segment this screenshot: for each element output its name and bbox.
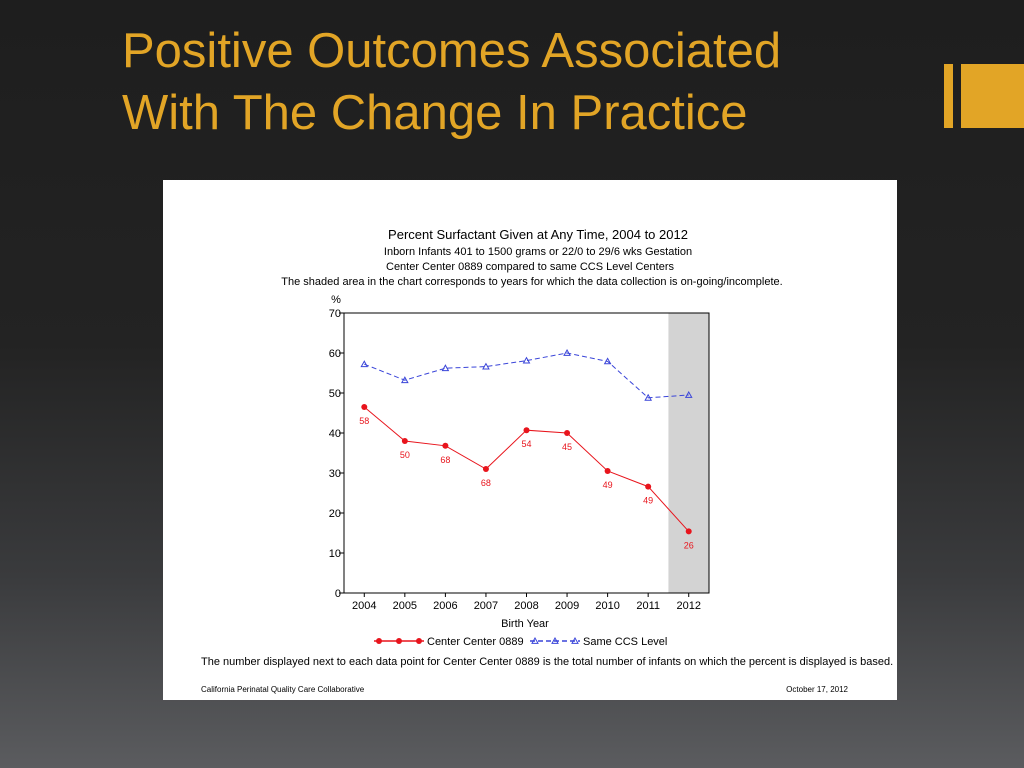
data-point-ccs: [441, 364, 450, 372]
shaded-incomplete-region: [668, 313, 709, 593]
data-point-ccs: [400, 376, 409, 384]
data-point-center: [401, 438, 408, 444]
data-point-center: [564, 430, 571, 436]
line-chart: Percent Surfactant Given at Any Time, 20…: [201, 227, 893, 694]
data-label: 26: [684, 540, 694, 550]
data-label: 58: [359, 416, 369, 426]
x-tick-label: 2004: [352, 600, 376, 612]
y-tick-label: 30: [329, 468, 341, 480]
chart-subtitle-2: Center Center 0889 compared to same CCS …: [386, 261, 674, 273]
y-tick-label: 40: [329, 428, 341, 440]
y-axis-label: %: [331, 294, 341, 306]
x-tick-label: 2010: [595, 600, 619, 612]
source-text: California Perinatal Quality Care Collab…: [201, 685, 365, 694]
legend-marker: [571, 636, 579, 644]
legend-marker: [396, 638, 402, 644]
chart-subtitle-1: Inborn Infants 401 to 1500 grams or 22/0…: [384, 246, 692, 258]
data-point-ccs: [482, 362, 490, 370]
y-tick-label: 10: [329, 548, 341, 560]
data-point-center: [685, 528, 692, 535]
data-point-ccs: [644, 393, 653, 401]
y-tick-label: 60: [329, 348, 341, 360]
data-point-center: [645, 483, 652, 490]
data-label: 68: [481, 478, 491, 488]
legend-marker: [416, 638, 422, 644]
slide-title-line-1: Positive Outcomes Associated: [122, 24, 782, 78]
legend-marker: [551, 636, 559, 644]
data-label: 68: [440, 455, 450, 465]
slide-title: Positive Outcomes Associated With The Ch…: [122, 20, 922, 144]
chart-title: Percent Surfactant Given at Any Time, 20…: [388, 227, 688, 242]
legend-marker: [531, 636, 539, 644]
chart-subtitle-3: The shaded area in the chart corresponds…: [281, 276, 782, 288]
plot-frame: [343, 312, 710, 594]
chart-panel: Percent Surfactant Given at Any Time, 20…: [163, 180, 897, 700]
legend-label-1: Center Center 0889: [427, 636, 524, 648]
x-tick-label: 2006: [433, 600, 457, 612]
data-point-ccs: [563, 348, 571, 356]
data-point-center: [604, 468, 611, 474]
footnote: The number displayed next to each data p…: [201, 656, 893, 668]
x-tick-label: 2008: [514, 600, 538, 612]
legend-label-2: Same CCS Level: [583, 636, 667, 648]
data-point-ccs: [360, 360, 369, 368]
decorative-bar-thick: [961, 64, 1024, 128]
y-tick-label: 50: [329, 388, 341, 400]
y-tick-label: 0: [335, 588, 341, 600]
data-point-center: [523, 427, 530, 434]
x-tick-label: 2009: [555, 600, 579, 612]
data-point-ccs: [522, 356, 531, 364]
decorative-bar-thin: [944, 64, 953, 128]
data-label: 49: [603, 480, 613, 490]
x-tick-label: 2007: [474, 600, 498, 612]
x-tick-label: 2012: [676, 600, 700, 612]
series-line-1: [363, 406, 690, 532]
data-point-ccs: [684, 390, 693, 398]
y-tick-label: 70: [329, 308, 341, 320]
x-axis-label: Birth Year: [501, 618, 549, 630]
y-tick-label: 20: [329, 508, 341, 520]
series-line-2: [364, 352, 689, 399]
data-point-center: [361, 404, 368, 410]
data-label: 54: [521, 439, 531, 449]
legend-marker: [376, 638, 382, 644]
x-tick-label: 2011: [636, 600, 660, 612]
data-point-center: [442, 442, 449, 449]
x-tick-label: 2005: [393, 600, 417, 612]
data-label: 45: [562, 442, 572, 452]
data-label: 49: [643, 496, 653, 506]
slide-title-line-2: With The Change In Practice: [122, 86, 748, 140]
data-point-center: [482, 466, 489, 472]
data-label: 50: [400, 450, 410, 460]
date-text: October 17, 2012: [786, 685, 848, 694]
data-point-ccs: [603, 357, 612, 365]
